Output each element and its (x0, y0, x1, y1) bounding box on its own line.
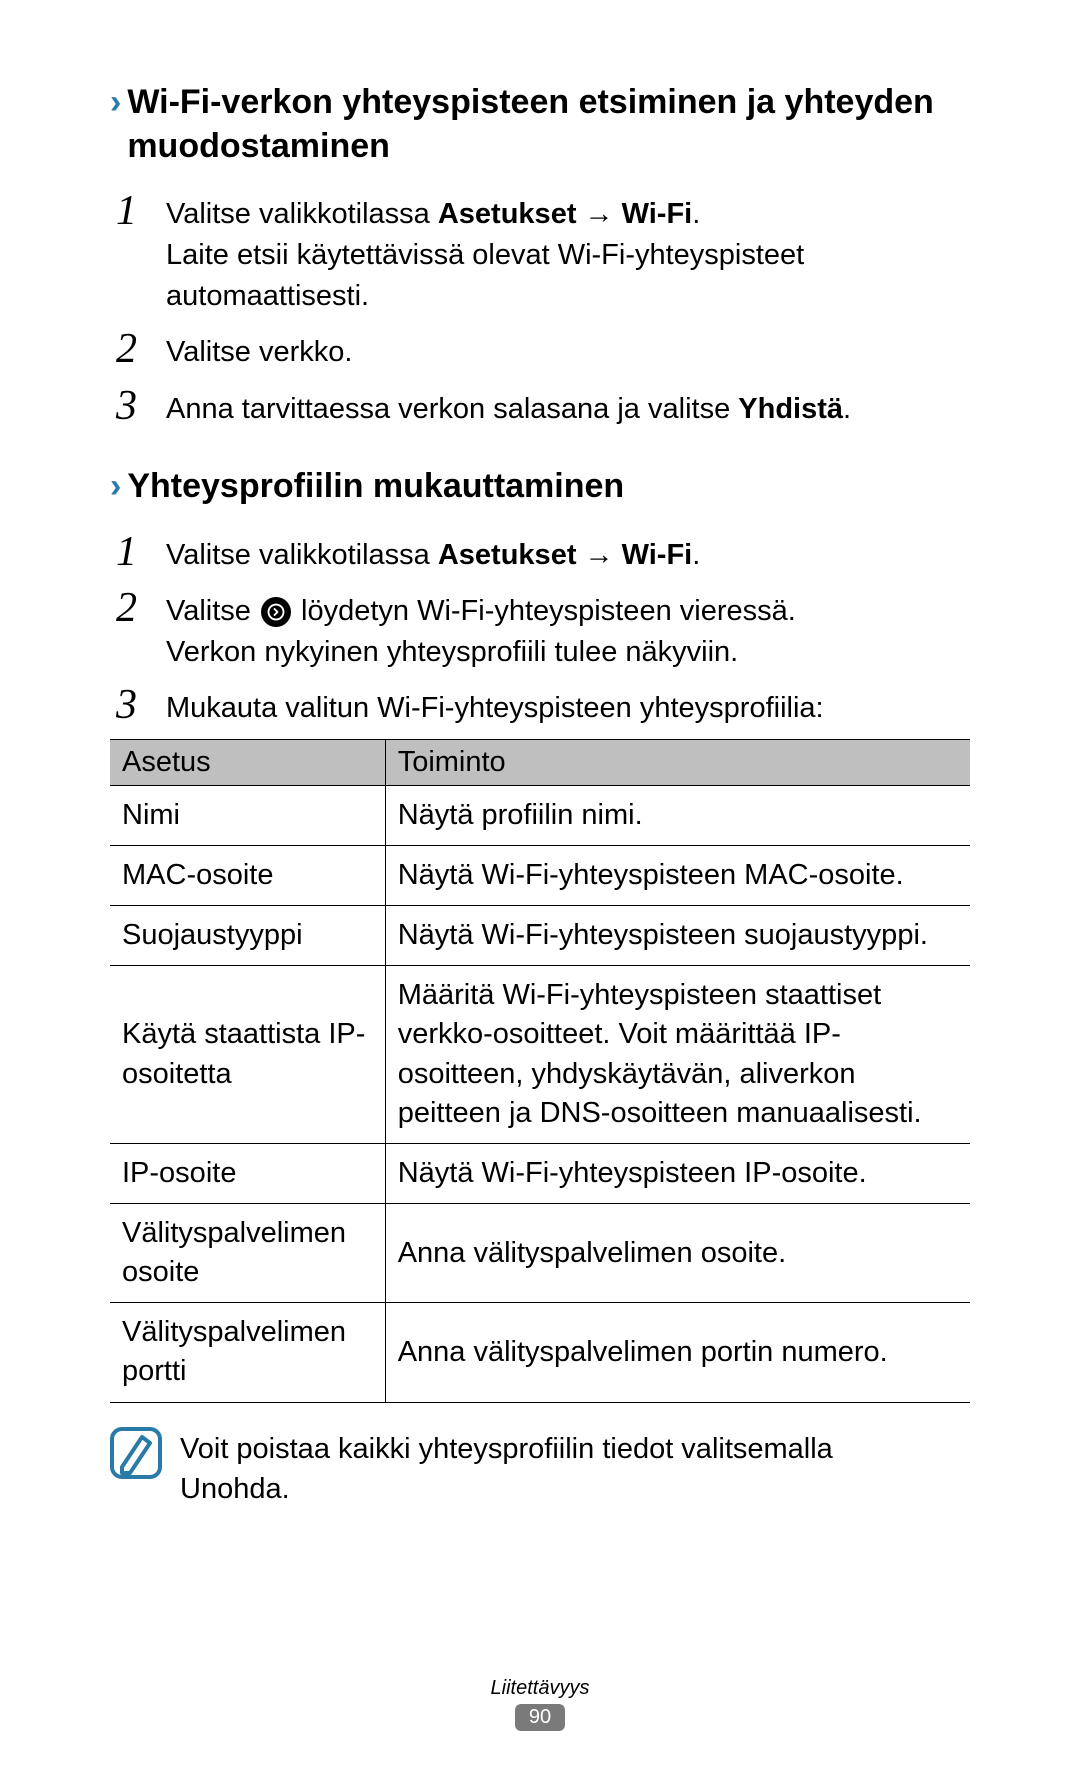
section-1-heading: › Wi-Fi-verkon yhteyspisteen etsiminen j… (110, 80, 970, 168)
table-cell-function: Näytä Wi-Fi-yhteyspisteen IP-osoite. (385, 1143, 970, 1203)
table-cell-function: Näytä profiilin nimi. (385, 785, 970, 845)
step-item: 1 Valitse valikkotilassa Asetukset → Wi-… (110, 188, 970, 316)
table-cell-setting: Välityspalvelimen osoite (110, 1204, 385, 1303)
text: → (576, 198, 621, 230)
text: Valitse valikkotilassa (166, 539, 438, 571)
page-footer: Liitettävyys 90 (0, 1677, 1080, 1731)
section-2-steps: 1 Valitse valikkotilassa Asetukset → Wi-… (110, 529, 970, 729)
text: Anna tarvittaessa verkon salasana ja val… (166, 393, 738, 425)
text: löydetyn Wi-Fi-yhteyspisteen vieressä. (293, 595, 796, 627)
table-cell-setting: Käytä staattista IP-osoitetta (110, 966, 385, 1144)
text: Valitse valikkotilassa (166, 198, 438, 230)
settings-table: Asetus Toiminto NimiNäytä profiilin nimi… (110, 739, 970, 1403)
table-row: IP-osoiteNäytä Wi-Fi-yhteyspisteen IP-os… (110, 1143, 970, 1203)
step-number: 2 (116, 585, 166, 629)
table-header-setting: Asetus (110, 739, 385, 785)
step-text: Mukauta valitun Wi-Fi-yhteyspisteen yhte… (166, 682, 970, 729)
table-cell-function: Anna välityspalvelimen osoite. (385, 1204, 970, 1303)
text: Valitse (166, 595, 259, 627)
text-bold: Unohda (180, 1473, 282, 1505)
text: . (843, 393, 851, 425)
step-text: Valitse valikkotilassa Asetukset → Wi-Fi… (166, 188, 970, 316)
text-bold: Asetukset (438, 198, 577, 230)
table-cell-function: Näytä Wi-Fi-yhteyspisteen MAC-osoite. (385, 846, 970, 906)
text: Laite etsii käytettävissä olevat Wi-Fi-y… (166, 239, 804, 312)
table-cell-function: Näytä Wi-Fi-yhteyspisteen suojaustyyppi. (385, 906, 970, 966)
section-1-title: Wi-Fi-verkon yhteyspisteen etsiminen ja … (127, 80, 970, 168)
note-text: Voit poistaa kaikki yhteysprofiilin tied… (180, 1427, 833, 1510)
text: . (282, 1473, 290, 1505)
step-item: 2 Valitse verkko. (110, 326, 970, 373)
table-cell-setting: Suojaustyyppi (110, 906, 385, 966)
table-header-function: Toiminto (385, 739, 970, 785)
text: . (692, 198, 700, 230)
step-text: Valitse verkko. (166, 326, 970, 373)
footer-section-label: Liitettävyys (0, 1677, 1080, 1700)
table-cell-function: Määritä Wi-Fi-yhteyspisteen staattiset v… (385, 966, 970, 1144)
info-circle-icon (261, 597, 291, 627)
table-row: Välityspalvelimen osoiteAnna välityspalv… (110, 1204, 970, 1303)
table-row: SuojaustyyppiNäytä Wi-Fi-yhteyspisteen s… (110, 906, 970, 966)
step-number: 2 (116, 326, 166, 370)
step-item: 1 Valitse valikkotilassa Asetukset → Wi-… (110, 529, 970, 576)
text: → (576, 539, 621, 571)
step-item: 3 Anna tarvittaessa verkon salasana ja v… (110, 383, 970, 430)
table-row: MAC-osoiteNäytä Wi-Fi-yhteyspisteen MAC-… (110, 846, 970, 906)
step-number: 1 (116, 529, 166, 573)
chevron-icon: › (110, 80, 121, 124)
step-text: Valitse valikkotilassa Asetukset → Wi-Fi… (166, 529, 970, 576)
section-1-steps: 1 Valitse valikkotilassa Asetukset → Wi-… (110, 188, 970, 429)
text-bold: Asetukset (438, 539, 577, 571)
text-bold: Wi-Fi (622, 198, 693, 230)
step-number: 3 (116, 682, 166, 726)
text-bold: Wi-Fi (622, 539, 693, 571)
table-row: NimiNäytä profiilin nimi. (110, 785, 970, 845)
section-2-heading: › Yhteysprofiilin mukauttaminen (110, 464, 970, 508)
table-cell-setting: IP-osoite (110, 1143, 385, 1203)
table-cell-setting: MAC-osoite (110, 846, 385, 906)
table-cell-setting: Nimi (110, 785, 385, 845)
section-2-title: Yhteysprofiilin mukauttaminen (127, 464, 624, 508)
table-cell-function: Anna välityspalvelimen portin numero. (385, 1303, 970, 1402)
step-number: 1 (116, 188, 166, 232)
chevron-icon: › (110, 464, 121, 508)
text-bold: Yhdistä (738, 393, 843, 425)
table-cell-setting: Välityspalvelimen portti (110, 1303, 385, 1402)
text: Voit poistaa kaikki yhteysprofiilin tied… (180, 1433, 833, 1465)
page-number-badge: 90 (515, 1704, 565, 1731)
table-row: Välityspalvelimen porttiAnna välityspalv… (110, 1303, 970, 1402)
step-item: 2 Valitse löydetyn Wi-Fi-yhteyspisteen v… (110, 585, 970, 672)
table-row: Käytä staattista IP-osoitettaMääritä Wi-… (110, 966, 970, 1144)
step-text: Valitse löydetyn Wi-Fi-yhteyspisteen vie… (166, 585, 970, 672)
note-icon (110, 1427, 162, 1479)
text: . (692, 539, 700, 571)
step-item: 3 Mukauta valitun Wi-Fi-yhteyspisteen yh… (110, 682, 970, 729)
note-row: Voit poistaa kaikki yhteysprofiilin tied… (110, 1427, 970, 1510)
text: Verkon nykyinen yhteysprofiili tulee näk… (166, 636, 738, 668)
step-number: 3 (116, 383, 166, 427)
step-text: Anna tarvittaessa verkon salasana ja val… (166, 383, 970, 430)
